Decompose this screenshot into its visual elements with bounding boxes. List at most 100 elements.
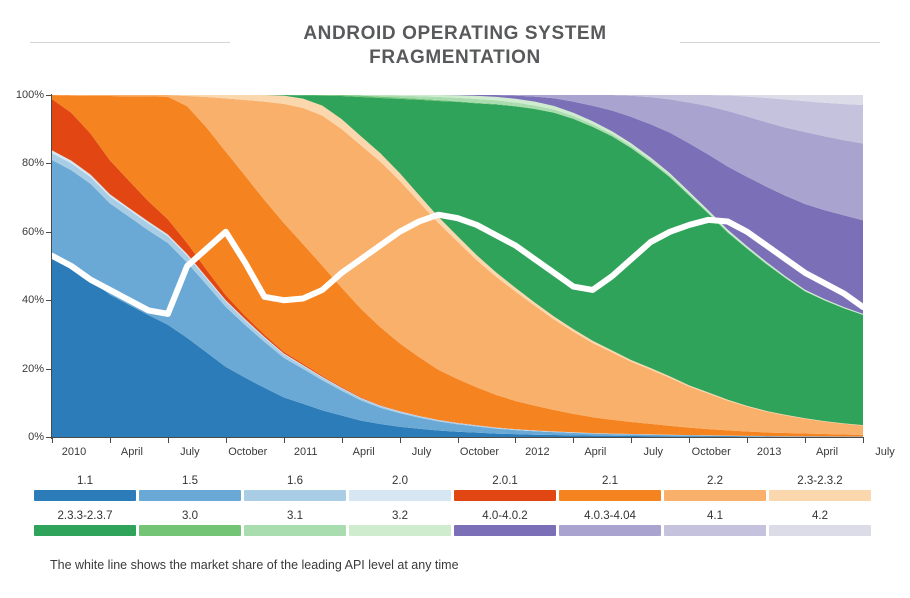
legend-item-label: 3.0 (182, 510, 198, 522)
area-band (52, 95, 863, 426)
legend-item[interactable]: 1.6 (244, 474, 346, 501)
area-band (52, 95, 863, 144)
stacked-area-plot (52, 95, 863, 437)
legend-item-label: 4.1 (707, 510, 723, 522)
x-axis-tick-label: 2011 (293, 446, 318, 458)
legend-item-label: 3.2 (392, 510, 408, 522)
legend-color-swatch (244, 490, 346, 501)
chart-caption: The white line shows the market share of… (50, 558, 459, 572)
legend-item-label: 2.0 (392, 475, 408, 487)
legend-color-swatch (454, 490, 556, 501)
x-axis-tick-label: October (691, 446, 731, 458)
legend-item-label: 1.1 (77, 475, 93, 487)
x-axis-tick-label: July (875, 446, 895, 458)
legend-color-swatch (139, 525, 241, 536)
legend-row-bottom: 2.3.3-2.3.7 3.0 3.1 3.2 4.0-4.0.2 4.0.3-4.04 4… (34, 509, 874, 544)
legend-item-label: 2.2 (707, 475, 723, 487)
x-axis-tick-label: 2010 (61, 446, 87, 458)
x-axis-tick-label: April (120, 446, 143, 458)
x-axis-tick-label: April (584, 446, 607, 458)
area-band (52, 95, 863, 221)
legend-color-swatch (34, 490, 136, 501)
legend-item[interactable]: 2.3-2.3.2 (769, 474, 871, 501)
x-axis-tick-label: April (816, 446, 839, 458)
y-axis-tick-label: 80% (21, 157, 44, 170)
x-axis-tick-mark (747, 438, 749, 443)
legend-color-swatch (139, 490, 241, 501)
x-axis-tick-mark (805, 438, 807, 443)
x-axis-tick-mark (167, 438, 169, 443)
legend-color-swatch (664, 490, 766, 501)
legend-item-label: 3.1 (287, 510, 303, 522)
legend-row-top: 1.1 1.5 1.6 2.0 2.0.1 2.1 2.2 2.3-2.3.2 (34, 474, 874, 509)
area-band (52, 159, 863, 437)
legend-item-label: 4.2 (812, 510, 828, 522)
x-axis-tick-mark (631, 438, 633, 443)
leading-api-share-line (52, 211, 863, 317)
x-axis-tick-label: October (228, 446, 268, 458)
area-band (52, 95, 863, 315)
legend: 1.1 1.5 1.6 2.0 2.0.1 2.1 2.2 2.3-2.3.2 2.3.3-2… (34, 474, 874, 544)
area-band (52, 255, 863, 437)
legend-item[interactable]: 1.1 (34, 474, 136, 501)
legend-color-swatch (454, 525, 556, 536)
legend-item[interactable]: 2.2 (664, 474, 766, 501)
legend-item-label: 2.1 (602, 475, 618, 487)
legend-item[interactable]: 4.0.3-4.04 (559, 509, 661, 536)
legend-item-label: 4.0.3-4.04 (584, 510, 636, 522)
legend-item-label: 2.3.3-2.3.7 (57, 510, 113, 522)
legend-color-swatch (559, 490, 661, 501)
x-axis-tick-label: July (180, 446, 200, 458)
title-rule-left (30, 42, 230, 43)
legend-item[interactable]: 4.0-4.0.2 (454, 509, 556, 536)
legend-item[interactable]: 4.2 (769, 509, 871, 536)
y-axis-line (51, 94, 52, 439)
x-axis-tick-mark (863, 438, 864, 443)
x-axis-tick-mark (573, 438, 575, 443)
y-axis-tick-label: 100% (15, 89, 44, 101)
x-axis-tick-mark (515, 438, 517, 443)
legend-item[interactable]: 3.0 (139, 509, 241, 536)
x-axis-tick-label: 2013 (756, 446, 782, 458)
x-axis-tick-mark (52, 438, 53, 443)
area-band (52, 95, 863, 435)
x-axis-tick-mark (109, 438, 111, 443)
legend-item-label: 2.3-2.3.2 (797, 475, 843, 487)
x-axis-tick-mark (341, 438, 343, 443)
legend-item-label: 4.0-4.0.2 (482, 510, 528, 522)
x-axis-tick-label: July (643, 446, 664, 458)
legend-item[interactable]: 3.2 (349, 509, 451, 536)
legend-item[interactable]: 1.5 (139, 474, 241, 501)
x-axis-tick-label: July (411, 446, 432, 458)
legend-color-swatch (559, 525, 661, 536)
legend-item[interactable]: 2.1 (559, 474, 661, 501)
x-axis-tick-label: April (352, 446, 375, 458)
legend-item[interactable]: 2.0 (349, 474, 451, 501)
legend-item[interactable]: 3.1 (244, 509, 346, 536)
x-axis-tick-mark (399, 438, 401, 443)
y-axis-tick-label: 0% (28, 431, 44, 443)
y-axis-tick-label: 20% (21, 362, 44, 375)
y-axis-tick-label: 60% (21, 225, 44, 238)
legend-color-swatch (769, 525, 871, 536)
legend-item-label: 1.6 (287, 475, 303, 487)
legend-item-label: 2.0.1 (492, 475, 518, 487)
area-band (52, 95, 863, 106)
legend-color-swatch (34, 525, 136, 536)
x-axis-tick-mark (225, 438, 227, 443)
legend-item[interactable]: 2.3.3-2.3.7 (34, 509, 136, 536)
plot-canvas (52, 95, 863, 437)
page-title-line-1: ANDROID OPERATING SYSTEM (303, 23, 607, 44)
legend-item[interactable]: 2.0.1 (454, 474, 556, 501)
legend-color-swatch (664, 525, 766, 536)
x-axis-tick-label: October (459, 446, 500, 458)
x-axis-line (51, 437, 864, 438)
area-band (52, 95, 863, 437)
legend-color-swatch (349, 525, 451, 536)
x-axis-tick-mark (457, 438, 459, 443)
legend-item[interactable]: 4.1 (664, 509, 766, 536)
page-title-line-2: FRAGMENTATION (369, 47, 541, 68)
legend-color-swatch (244, 525, 346, 536)
legend-item-label: 1.5 (182, 475, 198, 487)
